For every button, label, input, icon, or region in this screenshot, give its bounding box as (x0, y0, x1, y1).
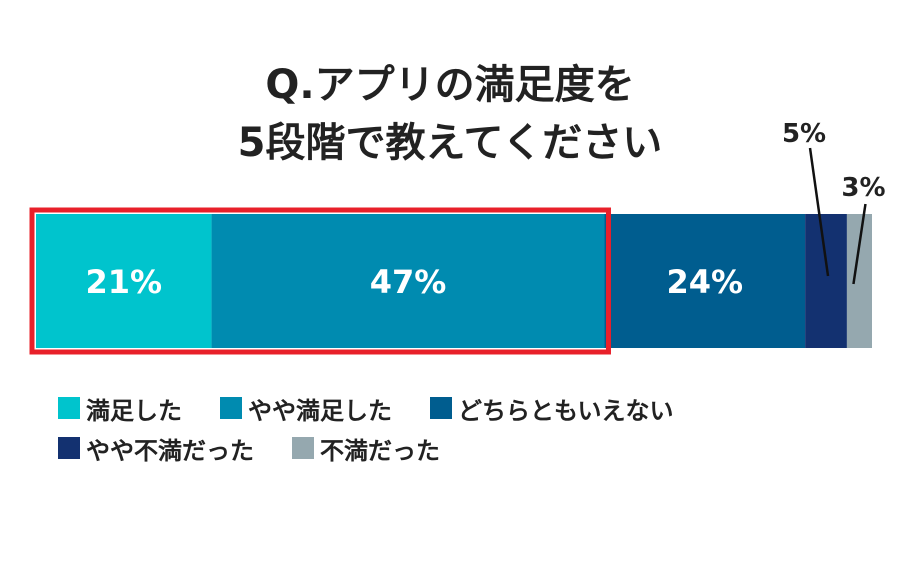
legend-label-somewhat-satisfied: やや満足した (248, 396, 392, 425)
legend-label-dissatisfied: 不満だった (320, 436, 440, 465)
legend-swatch-satisfied (58, 397, 80, 419)
chart-title-line-2: 5段階で教えてください (237, 120, 663, 166)
bar-segment-somewhat-dissatisfied (805, 214, 847, 348)
legend-swatch-somewhat-satisfied (220, 397, 242, 419)
bar-segment-somewhat-satisfied (211, 214, 605, 348)
data-label-somewhat-dissatisfied: 5% (782, 119, 826, 149)
legend-item-satisfied: 満足した (58, 391, 182, 426)
legend-item-somewhat-dissatisfied: やや不満だった (58, 431, 254, 466)
bar-segment-satisfied (36, 214, 212, 348)
leader-line-somewhat-dissatisfied (808, 147, 830, 277)
legend-row-1: 満足した やや満足した どちらともいえない (58, 388, 674, 428)
legend: 満足した やや満足した どちらともいえない やや不満だった 不満だった (58, 388, 674, 468)
data-label-neutral: 24% (667, 263, 744, 301)
chart-title: Q.アプリの満足度を 5段階で教えてください (0, 56, 900, 172)
chart-title-line-1: Q.アプリの満足度を (265, 62, 635, 108)
leader-line-dissatisfied (852, 203, 867, 285)
legend-label-satisfied: 満足した (86, 396, 182, 425)
legend-label-somewhat-dissatisfied: やや不満だった (86, 436, 254, 465)
legend-item-dissatisfied: 不満だった (292, 431, 440, 466)
data-label-satisfied: 21% (85, 263, 162, 301)
legend-row-2: やや不満だった 不満だった (58, 428, 674, 468)
legend-item-somewhat-satisfied: やや満足した (220, 391, 392, 426)
highlight-box (29, 207, 611, 355)
legend-item-neutral: どちらともいえない (430, 391, 674, 426)
legend-swatch-dissatisfied (292, 437, 314, 459)
legend-label-neutral: どちらともいえない (458, 396, 674, 425)
data-label-somewhat-satisfied: 47% (370, 263, 447, 301)
bar-segment-dissatisfied (846, 214, 872, 348)
data-label-dissatisfied: 3% (841, 173, 885, 203)
legend-swatch-neutral (430, 397, 452, 419)
legend-swatch-somewhat-dissatisfied (58, 437, 80, 459)
bar-segment-neutral (604, 214, 806, 348)
